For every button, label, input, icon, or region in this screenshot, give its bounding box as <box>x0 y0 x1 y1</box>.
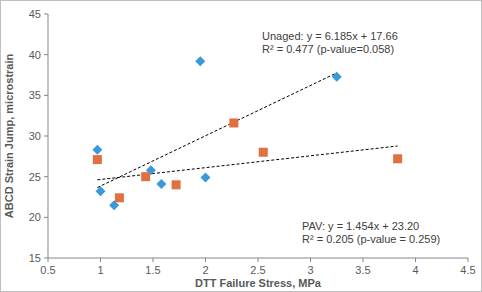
x-tick <box>363 258 364 262</box>
x-tick-label: 3 <box>307 264 313 276</box>
x-tick-label: 3.5 <box>355 264 370 276</box>
x-tick <box>468 258 469 262</box>
point <box>93 155 102 164</box>
x-tick <box>258 258 259 262</box>
x-tick-label: 1.5 <box>145 264 160 276</box>
x-tick-label: 1 <box>97 264 103 276</box>
trendline <box>97 73 336 188</box>
chart-border <box>1 1 482 292</box>
point <box>229 118 238 127</box>
point <box>201 172 211 182</box>
x-tick-label: 2.5 <box>250 264 265 276</box>
y-tick <box>44 14 48 15</box>
point <box>332 72 342 82</box>
point <box>195 56 205 66</box>
y-tick <box>44 258 48 259</box>
y-tick <box>44 176 48 177</box>
y-tick-label: 25 <box>29 171 41 183</box>
x-tick-label: 4 <box>412 264 418 276</box>
x-tick-label: 4.5 <box>460 264 475 276</box>
y-tick-label: 45 <box>29 8 41 20</box>
point <box>141 172 150 181</box>
point <box>172 180 181 189</box>
y-tick <box>44 217 48 218</box>
annotation: R² = 0.477 (p-value=0.058) <box>262 43 394 55</box>
point <box>115 193 124 202</box>
y-tick-label: 15 <box>29 252 41 264</box>
point <box>92 145 102 155</box>
annotation: Unaged: y = 6.185x + 17.66 <box>262 30 398 42</box>
x-tick <box>48 258 49 262</box>
point <box>393 154 402 163</box>
y-tick-label: 20 <box>29 211 41 223</box>
y-tick-label: 35 <box>29 89 41 101</box>
point <box>96 186 106 196</box>
y-axis-title: ABCD Strain Jump, microstrain <box>3 54 15 219</box>
point <box>259 148 268 157</box>
x-tick-label: 0.5 <box>40 264 55 276</box>
y-tick-label: 30 <box>29 130 41 142</box>
y-tick <box>44 54 48 55</box>
plot-area <box>92 56 402 210</box>
x-tick <box>100 258 101 262</box>
x-tick <box>205 258 206 262</box>
annotation: PAV: y = 1.454x + 23.20 <box>302 220 419 232</box>
x-axis-title: DTT Failure Stress, MPa <box>195 277 322 289</box>
y-tick <box>44 95 48 96</box>
point <box>156 179 166 189</box>
annotation: R² = 0.205 (p-value = 0.259) <box>302 233 440 245</box>
x-tick <box>310 258 311 262</box>
chart: 15 20 25 30 35 40 45 0.5 1 1.5 2 2.5 3 3.5 4 4.5 DTT Fai… <box>0 0 482 292</box>
x-tick <box>415 258 416 262</box>
x-tick <box>153 258 154 262</box>
y-tick-label: 40 <box>29 49 41 61</box>
y-tick <box>44 136 48 137</box>
x-tick-label: 2 <box>202 264 208 276</box>
